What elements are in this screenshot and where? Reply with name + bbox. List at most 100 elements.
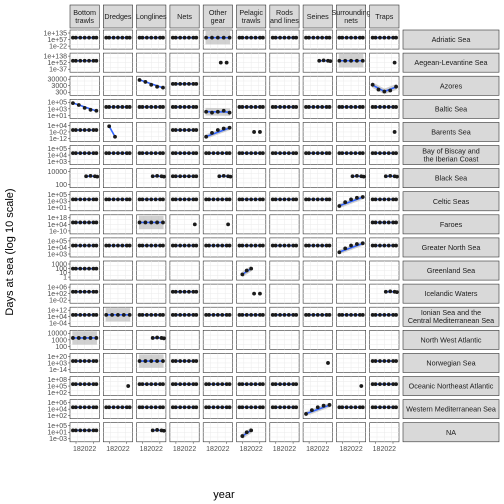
data-point	[91, 151, 96, 156]
data-point	[227, 312, 232, 317]
data-point	[94, 108, 99, 113]
data-point	[161, 312, 165, 317]
data-point	[327, 243, 332, 248]
data-point	[82, 336, 87, 340]
data-point	[304, 105, 308, 109]
data-point	[73, 312, 78, 317]
data-point	[253, 382, 258, 387]
data-point	[370, 243, 375, 248]
data-point	[315, 243, 320, 248]
data-point	[304, 412, 308, 416]
y-tick-label: 1e+08	[47, 377, 67, 384]
data-point	[324, 312, 329, 317]
data-point	[82, 197, 87, 202]
data-point	[388, 88, 393, 93]
data-point	[304, 197, 308, 202]
data-point	[94, 336, 99, 340]
data-point	[340, 312, 345, 317]
data-point	[191, 312, 196, 317]
data-point	[386, 105, 391, 109]
data-point	[215, 312, 220, 317]
data-point	[370, 197, 375, 202]
data-point	[394, 243, 398, 248]
data-point	[191, 81, 196, 86]
data-point	[286, 151, 291, 156]
data-point	[270, 312, 275, 317]
data-point	[104, 105, 109, 109]
data-point	[73, 243, 78, 248]
data-point	[144, 243, 149, 248]
column-strip-label-line: trawls	[242, 16, 261, 25]
data-point	[321, 58, 326, 63]
column-strip-label-line: Seines	[307, 12, 329, 21]
data-point	[224, 243, 229, 248]
row-strip-label: Azores	[440, 81, 463, 90]
row-strip-label: Western Mediterranean Sea	[406, 405, 496, 414]
data-point	[104, 405, 109, 410]
data-point	[215, 405, 220, 410]
data-point	[155, 84, 160, 89]
row-strip-label: Greater North Sea	[422, 243, 481, 252]
data-point	[357, 151, 362, 156]
data-point	[120, 151, 125, 156]
data-point	[291, 382, 296, 387]
data-point	[87, 359, 91, 363]
column-strip	[202, 4, 233, 29]
data-point	[391, 243, 396, 248]
data-point	[187, 128, 191, 132]
row-strip	[402, 306, 500, 327]
data-point	[394, 405, 398, 410]
data-point	[178, 382, 183, 387]
data-point	[240, 382, 245, 387]
data-point	[270, 382, 275, 387]
data-point	[307, 312, 311, 317]
data-point	[82, 58, 87, 63]
row-strip	[402, 75, 500, 96]
data-point	[373, 220, 378, 225]
data-point	[187, 243, 191, 248]
data-point	[76, 103, 81, 107]
data-point	[370, 82, 375, 87]
column-strip-label-line: Other	[209, 8, 228, 17]
data-point	[194, 151, 199, 156]
data-point	[353, 105, 358, 109]
y-tick-label: 1e+06	[47, 285, 67, 292]
data-point	[227, 405, 232, 410]
data-point	[349, 151, 353, 156]
data-point	[278, 35, 282, 40]
y-tick-label: 1e+03	[47, 199, 67, 206]
data-point	[337, 35, 342, 40]
row-strip-label-line: Black Sea	[435, 174, 467, 183]
data-point	[391, 359, 396, 363]
data-point	[91, 266, 96, 271]
data-point	[270, 243, 275, 248]
data-point	[137, 197, 142, 202]
data-point	[349, 197, 353, 202]
data-point	[88, 336, 93, 340]
data-point	[392, 130, 397, 134]
data-point	[170, 243, 175, 248]
data-point	[249, 428, 254, 433]
row-strip-label-line: Aegean-Levantine Sea	[414, 58, 487, 67]
column-strip-label: Traps	[375, 12, 394, 21]
column-strip	[169, 4, 200, 29]
data-point	[307, 35, 311, 40]
data-point	[382, 312, 387, 317]
data-point	[349, 35, 353, 40]
data-point	[357, 105, 362, 109]
data-point	[315, 197, 320, 202]
data-point	[253, 405, 258, 410]
data-point	[382, 151, 387, 156]
row-strip-label: Faroes	[440, 220, 463, 229]
data-point	[78, 58, 83, 63]
data-point	[221, 108, 226, 113]
data-point	[173, 151, 178, 156]
data-point	[282, 151, 287, 156]
data-point	[94, 312, 99, 317]
data-point	[94, 289, 99, 294]
data-point	[107, 124, 112, 129]
data-point	[226, 222, 231, 227]
data-point	[94, 151, 99, 156]
data-point	[82, 359, 87, 363]
data-point	[258, 151, 262, 156]
